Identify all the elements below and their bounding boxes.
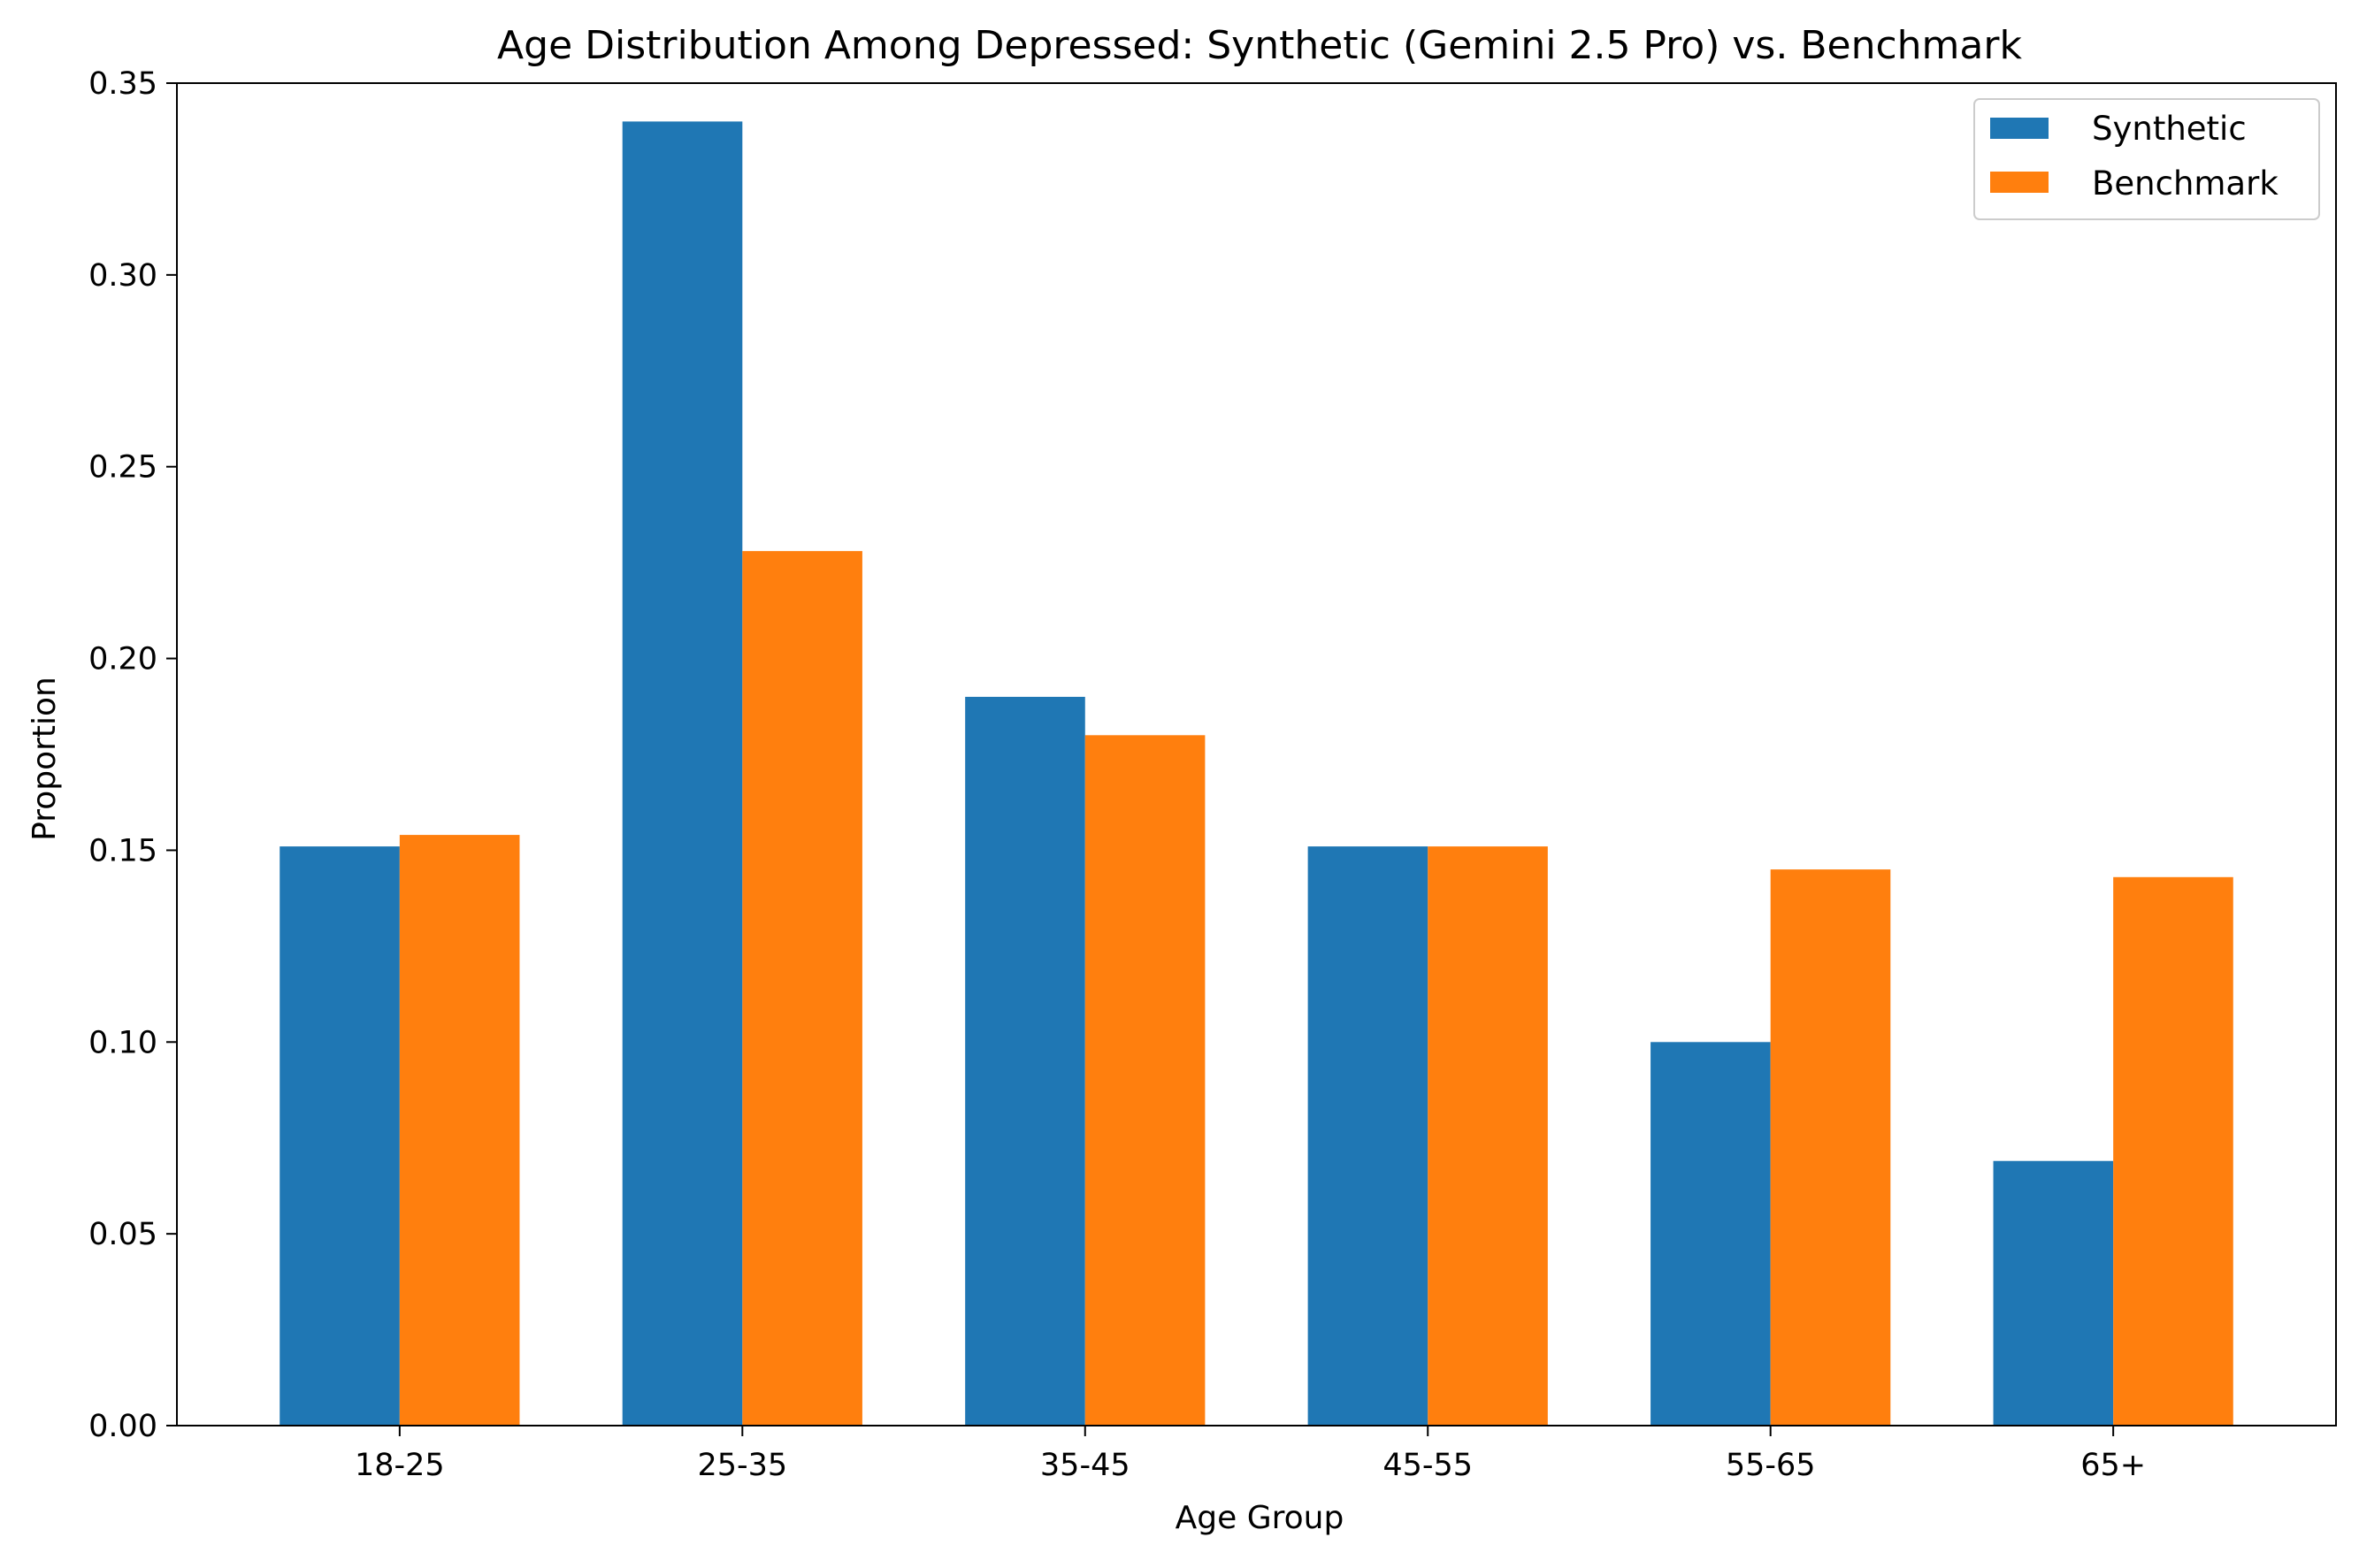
legend: Synthetic Benchmark — [1973, 98, 2320, 220]
y-tick-label: 0.30 — [88, 258, 157, 294]
x-axis-label: Age Group — [1176, 1500, 1344, 1536]
bar-benchmark-25-35 — [742, 551, 862, 1426]
legend-swatch-benchmark — [1990, 172, 2049, 193]
legend-swatch-synthetic — [1990, 118, 2049, 139]
chart-title: Age Distribution Among Depressed: Synthe… — [497, 23, 2022, 68]
x-tick-label: 55-65 — [1726, 1448, 1816, 1483]
x-tick-label: 65+ — [2080, 1448, 2146, 1483]
y-tick-label: 0.00 — [88, 1409, 157, 1444]
bar-synthetic-25-35 — [622, 121, 743, 1426]
bar-benchmark-45-55 — [1428, 846, 1548, 1426]
legend-box — [1973, 98, 2320, 220]
y-tick-label: 0.25 — [88, 450, 157, 486]
bars-group — [280, 121, 2233, 1426]
plot-frame — [176, 82, 2337, 1426]
x-axis: 18-25 25-35 35-45 45-55 55-65 65+ — [355, 1426, 2146, 1483]
bar-synthetic-65+ — [1993, 1160, 2114, 1426]
x-tick-label: 35-45 — [1040, 1448, 1130, 1483]
y-tick-label: 0.05 — [88, 1217, 157, 1252]
x-tick-label: 18-25 — [355, 1448, 445, 1483]
bar-benchmark-55-65 — [1770, 869, 1891, 1426]
bar-benchmark-18-25 — [399, 835, 520, 1426]
legend-label-benchmark: Benchmark — [2092, 164, 2279, 203]
y-axis-label: Proportion — [27, 677, 63, 841]
y-tick-label: 0.20 — [88, 642, 157, 677]
bar-synthetic-55-65 — [1651, 1042, 1771, 1426]
y-tick-label: 0.10 — [88, 1025, 157, 1060]
bar-synthetic-18-25 — [280, 846, 400, 1426]
y-tick-label: 0.15 — [88, 833, 157, 868]
bar-synthetic-35-45 — [965, 696, 1085, 1426]
plot-area — [176, 82, 2337, 1426]
bar-benchmark-65+ — [2113, 876, 2233, 1426]
bar-benchmark-35-45 — [1084, 735, 1206, 1426]
y-axis: 0.00 0.05 0.10 0.15 0.20 0.25 0.30 0.35 — [88, 66, 177, 1444]
legend-label-synthetic: Synthetic — [2092, 110, 2247, 148]
x-tick-label: 25-35 — [697, 1448, 787, 1483]
bar-synthetic-45-55 — [1307, 846, 1428, 1426]
y-tick-label: 0.35 — [88, 66, 157, 102]
x-tick-label: 45-55 — [1382, 1448, 1473, 1483]
